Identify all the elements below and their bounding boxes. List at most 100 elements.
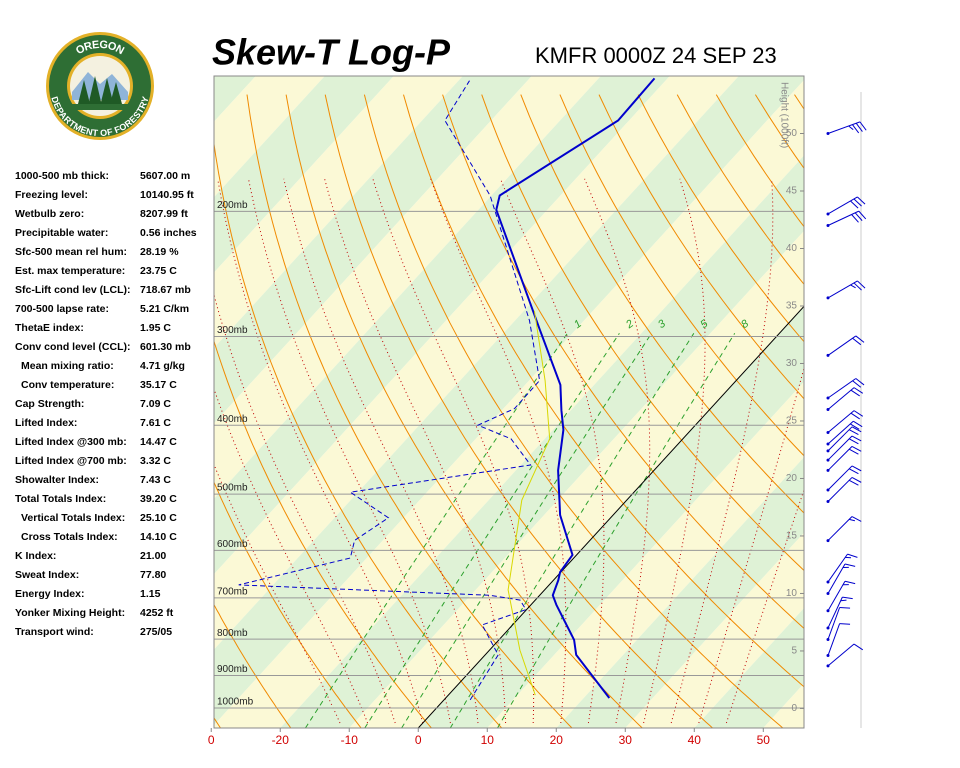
dry-adiabat — [520, 94, 804, 514]
x-tick-label: -10 — [341, 733, 359, 747]
index-label: Conv temperature: — [21, 379, 114, 391]
barb-feather — [848, 438, 859, 445]
barb-feather — [857, 280, 866, 289]
barb-feather — [842, 596, 853, 600]
barb-feather — [844, 563, 856, 567]
index-label: 700-500 lapse rate: — [15, 303, 109, 315]
index-value: 5.21 C/km — [140, 303, 189, 315]
profile-line — [507, 310, 551, 696]
wind-barb — [826, 121, 867, 135]
index-value: 10140.95 ft — [140, 189, 194, 201]
dry-adiabat — [598, 94, 804, 400]
height-axis-label: Height (1000ft) — [778, 82, 789, 148]
index-label: Est. max temperature: — [15, 265, 125, 277]
barb-staff — [827, 426, 853, 452]
wind-barb — [826, 420, 863, 446]
index-label: Lifted Index @300 mb: — [15, 436, 127, 448]
height-label: 50 — [786, 128, 798, 139]
barb-feather — [848, 429, 859, 436]
pressure-label: 700mb — [217, 587, 248, 598]
barb-base — [826, 591, 830, 595]
barb-feather — [855, 335, 865, 343]
profile-line — [238, 80, 541, 701]
index-value: 5607.00 m — [140, 170, 190, 182]
wind-barb — [826, 553, 858, 584]
x-tick-label: 50 — [757, 733, 771, 747]
dry-adiabat — [559, 94, 804, 457]
dry-adiabat — [637, 94, 804, 343]
barb-base — [826, 609, 830, 613]
barb-feather — [851, 476, 862, 483]
wind-barb — [826, 607, 851, 641]
barb-feather — [850, 284, 856, 289]
height-label: 30 — [786, 358, 798, 369]
barb-feather — [849, 518, 855, 522]
mixing-ratio-line — [497, 333, 736, 728]
index-value: 4252 ft — [140, 607, 174, 619]
height-label: 15 — [786, 531, 798, 542]
wind-barb — [826, 465, 862, 492]
temperature-band — [487, 381, 804, 728]
moist-adiabat — [698, 366, 804, 724]
barb-feather — [839, 607, 851, 609]
barb-feather — [853, 387, 864, 394]
barb-feather — [850, 200, 859, 209]
index-value: 3.32 C — [140, 455, 171, 467]
moist-adiabat — [372, 178, 535, 723]
temperature-band — [694, 608, 804, 728]
x-tick-label: 10 — [481, 733, 495, 747]
barb-base — [826, 430, 830, 434]
barb-feather — [853, 198, 862, 207]
x-tick-label: 20 — [550, 733, 564, 747]
barb-feather — [855, 122, 863, 132]
barb-staff — [827, 643, 855, 667]
barb-staff — [827, 378, 857, 399]
barb-staff — [827, 196, 858, 215]
height-label: 40 — [786, 243, 798, 254]
index-label: Conv cond level (CCL): — [15, 341, 131, 353]
x-tick-label: 40 — [688, 733, 702, 747]
index-value: 4.71 g/kg — [140, 360, 185, 372]
index-label: 1000-500 mb thick: — [15, 170, 109, 182]
index-value: 1.15 — [140, 588, 161, 600]
dry-adiabat — [481, 94, 804, 572]
x-tick-label: 0 — [415, 733, 422, 747]
mixing-ratio-line — [449, 333, 695, 728]
index-value: 1.95 C — [140, 322, 171, 334]
mixing-ratio-line — [304, 333, 568, 728]
barb-staff — [827, 581, 846, 611]
height-label: 10 — [786, 588, 798, 599]
barb-feather — [848, 448, 859, 455]
subtitle: KMFR 0000Z 24 SEP 23 — [535, 43, 777, 68]
barb-feather — [851, 214, 859, 223]
barb-base — [826, 637, 830, 641]
wind-barb — [826, 623, 851, 658]
barb-base — [826, 458, 830, 462]
index-value: 8207.99 ft — [140, 208, 188, 220]
title: Skew-T Log-P — [212, 32, 451, 73]
barb-feather — [847, 553, 858, 558]
barb-staff — [827, 477, 853, 502]
temperature-band — [214, 76, 804, 725]
index-label: Showalter Index: — [15, 474, 99, 486]
temperature-band — [625, 532, 804, 728]
barb-staff — [827, 420, 854, 445]
barb-feather — [859, 121, 867, 131]
axes: 1 2 3 5 8200mb300mb400mb500mb600mb700mb800mb… — [208, 82, 867, 747]
index-label: Lifted Index @700 mb: — [15, 455, 127, 467]
barb-feather — [850, 412, 860, 420]
barb-staff — [827, 623, 841, 656]
index-value: 25.10 C — [140, 512, 177, 524]
wind-barb — [826, 580, 856, 613]
barb-feather — [851, 445, 862, 452]
moist-adiabat — [725, 488, 804, 724]
barb-feather — [855, 378, 865, 386]
barb-feather — [857, 196, 866, 205]
barb-feather — [852, 380, 862, 388]
logo: OREGON DEPARTMENT OF FORESTRY — [46, 32, 154, 140]
height-label: 25 — [786, 416, 798, 427]
pressure-label: 400mb — [217, 414, 248, 425]
dry-adiabat — [442, 94, 804, 630]
index-value: 601.30 mb — [140, 341, 191, 353]
height-label: 5 — [791, 646, 797, 657]
